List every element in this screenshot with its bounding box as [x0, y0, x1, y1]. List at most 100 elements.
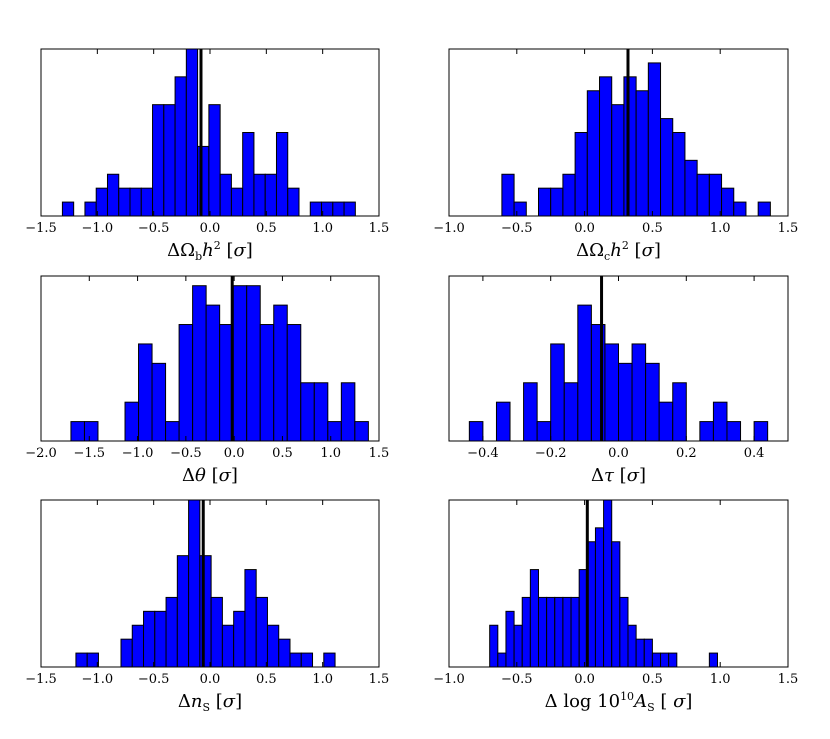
x-axis-label: ΔnS [σ]	[178, 691, 242, 714]
histogram-bar	[554, 596, 564, 668]
histogram-bar	[604, 343, 620, 442]
x-tick-label: 0.0	[574, 221, 595, 236]
histogram-bar	[327, 421, 342, 442]
histogram-bar	[244, 569, 257, 668]
histogram-bar	[188, 499, 201, 668]
histogram-bar	[611, 104, 625, 217]
histogram-bar	[106, 173, 120, 217]
histogram-bar	[726, 421, 742, 442]
histogram-bar	[253, 173, 266, 217]
histogram-bar	[651, 652, 662, 668]
histogram-bar	[118, 187, 131, 217]
histogram-bar	[497, 652, 507, 668]
histogram-bar	[594, 527, 605, 668]
histogram-bar	[176, 555, 190, 668]
histogram-bar	[570, 596, 580, 668]
histogram-bar	[230, 187, 244, 217]
histogram-bar	[233, 610, 246, 668]
histogram-bar	[246, 285, 261, 442]
histogram-bar	[95, 187, 108, 217]
histogram-bar	[658, 401, 674, 442]
x-axis-label: Δθ [σ]	[182, 465, 238, 486]
histogram-bar	[645, 362, 660, 442]
histogram-bar	[537, 596, 548, 668]
histogram-bar	[586, 90, 601, 217]
histogram-bar	[708, 652, 718, 668]
histogram-bar	[178, 324, 194, 442]
histogram-bar	[286, 324, 302, 442]
histogram-bar	[708, 173, 723, 217]
histogram-bar	[684, 159, 698, 217]
histogram-bar	[163, 104, 176, 217]
histogram-bar	[611, 541, 621, 668]
x-axis-label: ΔΩch2 [σ]	[576, 239, 661, 263]
histogram-bar	[205, 304, 221, 442]
histogram-bar	[712, 401, 728, 442]
histogram-bar	[618, 362, 633, 442]
histogram-bar	[174, 76, 187, 217]
axes-frame	[448, 499, 789, 668]
x-tick-label: −0.5	[138, 672, 170, 687]
x-tick-label: 0.2	[676, 446, 697, 461]
x-tick-label: 1.5	[369, 446, 390, 461]
x-tick-label: −0.5	[138, 221, 170, 236]
x-tick-label: 1.5	[778, 221, 799, 236]
histogram-bar	[152, 104, 165, 217]
histogram-bar	[151, 362, 167, 442]
panel-omega-c: −1.0 −0.5 0.0 0.5 1.0 1.5 ΔΩch2 [σ]	[433, 48, 799, 263]
histogram-bar	[129, 187, 142, 217]
histogram-bar	[120, 638, 133, 668]
histogram-bar	[321, 201, 334, 217]
histogram-bar	[536, 421, 552, 442]
x-tick-label: 1.0	[320, 446, 341, 461]
panel-theta: −2.0 −1.5 −1.0 −0.5 0.0 0.5 1.0 1.5 Δθ [σ]	[25, 275, 390, 486]
panel-ns: −1.5 −1.0 −0.5 0.0 0.5 1.0 1.5 ΔnS [σ]	[25, 499, 390, 714]
x-tick-label: 1.0	[710, 221, 731, 236]
histogram-bar	[332, 201, 345, 217]
x-tick-label: −1.0	[82, 221, 114, 236]
histogram-bar	[309, 201, 323, 217]
x-tick-label: 0.5	[642, 221, 663, 236]
histogram-bar	[273, 304, 288, 442]
histogram-bar	[619, 596, 629, 668]
x-tick-label: 0.5	[256, 672, 277, 687]
x-tick-label: 1.0	[312, 672, 333, 687]
histogram-bar	[631, 343, 647, 442]
panel-omega-b: −1.5 −1.0 −0.5 0.0 0.5 1.0 1.5 ΔΩbh2 [σ]	[25, 48, 389, 263]
axes-frame	[40, 275, 380, 442]
x-tick-label: 0.0	[224, 446, 245, 461]
histogram-bar	[219, 173, 232, 217]
histogram-bar	[468, 421, 484, 442]
x-tick-label: 0.0	[200, 221, 221, 236]
histogram-bar	[131, 624, 145, 668]
x-tick-label: 0.0	[200, 672, 221, 687]
histogram-bar	[313, 382, 329, 442]
histogram-bar	[154, 610, 167, 668]
histogram-bar	[323, 652, 336, 668]
x-tick-label: −0.5	[170, 446, 202, 461]
histogram-bar	[232, 285, 248, 442]
histogram-bar	[550, 343, 565, 442]
histogram-bar	[699, 421, 714, 442]
histogram-bar	[143, 610, 156, 668]
histogram-bar	[140, 187, 154, 217]
histogram-bar	[660, 118, 674, 217]
x-tick-label: −1.5	[73, 446, 105, 461]
histogram-bar	[672, 382, 687, 442]
histogram-bar	[185, 48, 199, 217]
x-tick-label: −1.5	[25, 672, 57, 687]
x-tick-label: −0.5	[501, 672, 533, 687]
histogram-bar	[574, 132, 588, 217]
histogram-bar	[563, 382, 579, 442]
histogram-bar	[210, 596, 223, 668]
histogram-bar	[513, 201, 527, 217]
histogram-bar	[221, 624, 235, 668]
x-tick-label: 0.0	[574, 672, 595, 687]
histogram-bar	[278, 638, 291, 668]
panel-tau: −0.4 −0.2 0.0 0.2 0.4 Δτ [σ]	[448, 275, 789, 486]
histogram-bar	[86, 652, 99, 668]
x-tick-label: −1.0	[433, 672, 465, 687]
x-tick-label: 1.5	[778, 672, 799, 687]
x-tick-label: 1.5	[369, 672, 390, 687]
